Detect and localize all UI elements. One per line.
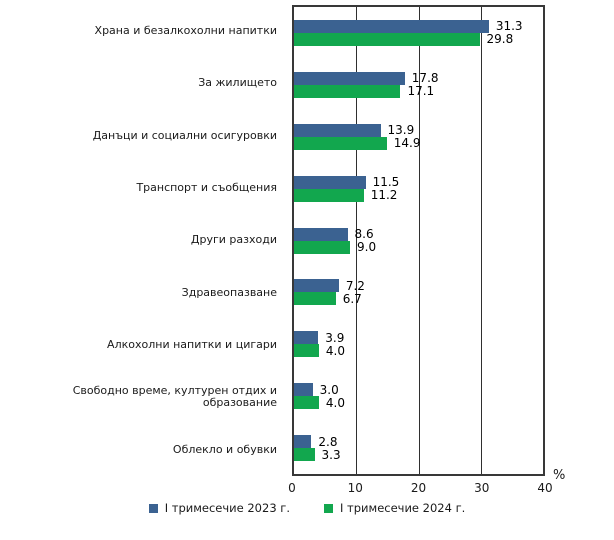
gridline [480,7,482,474]
category-label: Алкохолни напитки и цигари [107,338,277,352]
bar-value-label: 11.5 [372,175,400,190]
bar [294,435,312,449]
bar [294,32,480,46]
bar [294,292,336,306]
bar-value-label: 17.8 [411,71,439,86]
bar-value-label: 9.0 [357,240,377,254]
bar-value-label: 4.0 [325,395,345,410]
category-label: Транспорт и съобщения [136,181,277,195]
bar-rows: 31.3 29.8 17.8 17.1 13.9 14.9 11.5 11.2 8.6 9.0 7.… [294,7,543,474]
bar-group: 31.3 29.8 [294,7,543,59]
legend-swatch-2023-icon [148,503,158,513]
bar [294,383,313,397]
bar [294,344,319,358]
bar-line: 31.3 [294,19,543,34]
bar [294,396,319,410]
legend-item-2024: I тримесечие 2024 г. [324,501,465,515]
x-tick-label: 10 [347,481,363,495]
bar [294,227,348,241]
bar [294,136,387,150]
category-axis: Храна и безалкохолни напитки За жилището Д… [0,5,284,476]
bar-line: 3.0 [294,382,543,397]
bar [294,188,364,202]
legend-label-2024: I тримесечие 2024 г. [340,501,466,515]
bar-group: 11.5 11.2 [294,163,543,215]
bar-line: 9.0 [294,240,543,254]
bar-line: 4.0 [294,395,543,410]
bar-line: 17.1 [294,84,543,99]
bar-value-label: 11.2 [370,188,398,203]
x-axis-unit-label: % [553,468,566,483]
bar-value-label: 3.3 [321,447,341,462]
bar-line: 17.8 [294,71,543,86]
bar-value-label: 14.9 [393,136,421,151]
bar [294,84,401,98]
category-label: За жилището [198,76,277,90]
bar-line: 7.2 [294,278,543,293]
bar-line: 14.9 [294,136,543,151]
bar [294,175,366,189]
bar-value-label: 8.6 [354,227,374,241]
bar [294,279,339,293]
bar-line: 6.7 [294,291,543,306]
bar-group: 17.8 17.1 [294,59,543,111]
bar-line: 29.8 [294,32,543,47]
bar-value-label: 29.8 [486,32,514,47]
legend-label-2023: I тримесечие 2023 г. [164,501,290,515]
gridline [418,7,420,474]
bar-line: 3.9 [294,330,543,345]
bar-line: 2.8 [294,434,543,449]
bar-value-label: 2.8 [318,434,338,449]
legend-item-2023: I тримесечие 2023 г. [148,501,290,515]
x-tick-label: 30 [474,481,490,495]
bar-line: 8.6 [294,227,543,241]
bar [294,331,319,345]
bar-line: 4.0 [294,343,543,358]
x-tick-label: 40 [537,481,553,495]
bar-value-label: 7.2 [345,278,365,293]
x-tick-label: 20 [410,481,427,495]
legend: I тримесечие 2023 г. I тримесечие 2024 г… [0,501,614,515]
bar [294,240,351,254]
category-label: Здравеопазване [181,285,277,299]
bar-value-label: 3.9 [325,330,345,345]
bar-value-label: 4.0 [325,343,345,358]
bar-line: 11.2 [294,188,543,203]
bar-group: 3.9 4.0 [294,318,543,370]
bar [294,19,489,33]
legend-swatch-2024-icon [324,503,333,513]
bar-value-label: 3.0 [319,382,339,397]
bar-group: 3.0 4.0 [294,370,543,422]
category-label: Облекло и обувки [172,442,277,456]
bar-group: 8.6 9.0 [294,215,543,267]
bar-group: 13.9 14.9 [294,111,543,163]
category-label: Свободно време, културен отдих и образов… [72,384,277,410]
bar-value-label: 6.7 [342,291,362,306]
bar-value-label: 17.1 [407,84,435,99]
category-label: Храна и безалкохолни напитки [94,24,277,38]
category-label: Други разходи [190,233,277,247]
bar-group: 2.8 3.3 [294,422,543,474]
x-tick-label: 0 [288,481,296,495]
bar [294,71,405,85]
bar [294,448,315,462]
gridline [356,7,358,474]
bar-line: 3.3 [294,447,543,462]
plot-area: 31.3 29.8 17.8 17.1 13.9 14.9 11.5 11.2 8.6 9.0 7.… [292,5,545,476]
category-label: Данъци и социални осигуровки [92,128,277,142]
bar-line: 13.9 [294,123,543,138]
bar-value-label: 13.9 [387,123,415,138]
bar-value-label: 31.3 [495,19,523,34]
bar [294,123,381,137]
bar-group: 7.2 6.7 [294,266,543,318]
bar-line: 11.5 [294,175,543,190]
